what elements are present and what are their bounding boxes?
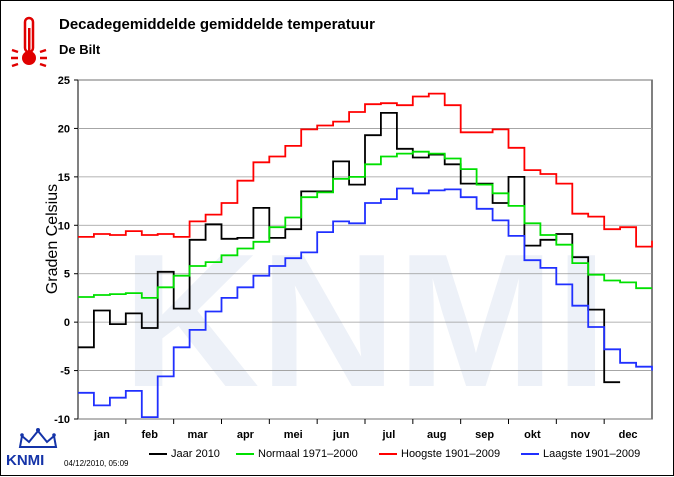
x-tick-label: mei bbox=[284, 429, 303, 441]
y-tick-label: 0 bbox=[64, 317, 70, 329]
legend-label: Hoogste 1901–2009 bbox=[401, 448, 501, 460]
x-tick-label: mar bbox=[187, 429, 208, 441]
legend-item: Jaar 2010 bbox=[149, 448, 220, 460]
chart-title: Decadegemiddelde gemiddelde temperatuur bbox=[59, 16, 375, 33]
x-tick-label: aug bbox=[427, 429, 447, 441]
y-tick-label: -10 bbox=[54, 414, 70, 426]
y-tick-label: 10 bbox=[58, 220, 70, 232]
y-tick-label: 20 bbox=[58, 123, 70, 135]
legend-swatch bbox=[149, 453, 167, 456]
knmi-crown-icon bbox=[18, 428, 58, 448]
legend-label: Laagste 1901–2009 bbox=[543, 448, 641, 460]
legend-swatch bbox=[379, 453, 397, 456]
x-tick-label: jul bbox=[381, 429, 395, 441]
legend-item: Laagste 1901–2009 bbox=[521, 448, 640, 460]
legend-swatch bbox=[521, 453, 539, 456]
y-tick-label: 25 bbox=[58, 75, 70, 87]
legend-item: Hoogste 1901–2009 bbox=[379, 448, 500, 460]
x-tick-label: nov bbox=[570, 429, 590, 441]
x-tick-label: okt bbox=[524, 429, 541, 441]
thermometer-icon bbox=[11, 16, 47, 68]
knmi-watermark: KNMI bbox=[122, 215, 607, 427]
series-line-0 bbox=[78, 112, 621, 384]
knmi-logo-text: KNMI bbox=[6, 452, 45, 469]
x-tick-label: apr bbox=[237, 429, 255, 441]
y-tick-label: -5 bbox=[60, 366, 70, 378]
x-tick-label: dec bbox=[619, 429, 638, 441]
x-tick-label: feb bbox=[142, 429, 159, 441]
legend-item: Normaal 1971–2000 bbox=[236, 448, 358, 460]
y-tick-label: 5 bbox=[64, 269, 70, 281]
legend-label: Normaal 1971–2000 bbox=[258, 448, 358, 460]
x-tick-label: jan bbox=[93, 429, 110, 441]
timestamp: 04/12/2010, 05:09 bbox=[64, 459, 129, 468]
legend-swatch bbox=[236, 453, 254, 456]
series-line-3 bbox=[78, 187, 653, 418]
legend: Jaar 2010 Normaal 1971–2000 Hoogste 1901–2… bbox=[1, 448, 674, 464]
series-line-1 bbox=[78, 150, 652, 299]
y-tick-label: 15 bbox=[58, 172, 70, 184]
legend-label: Jaar 2010 bbox=[171, 448, 220, 460]
x-tick-label: jun bbox=[332, 429, 350, 441]
chart-subtitle: De Bilt bbox=[59, 42, 101, 57]
series-line-2 bbox=[78, 92, 653, 248]
x-tick-label: sep bbox=[475, 429, 494, 441]
